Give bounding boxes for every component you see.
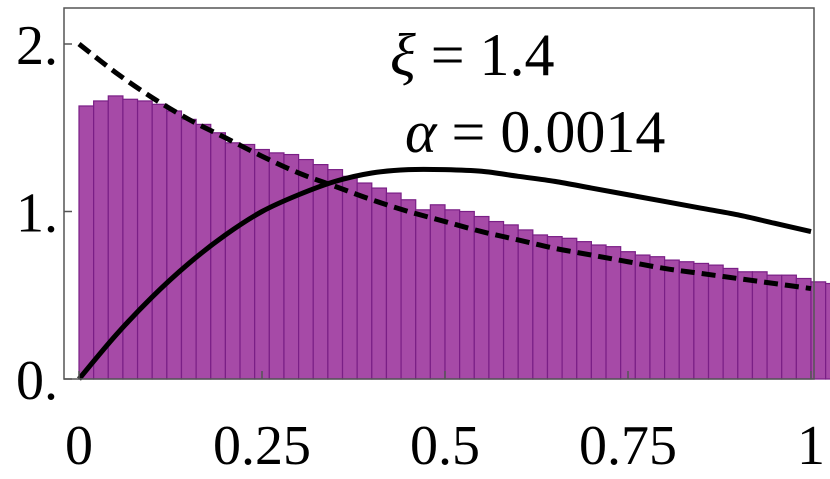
- histogram-bar: [590, 244, 607, 380]
- histogram-bar: [678, 261, 695, 380]
- histogram-bar: [707, 264, 724, 380]
- histogram-bar: [341, 175, 358, 380]
- histogram-bar: [224, 142, 241, 380]
- histogram-bar: [356, 182, 373, 380]
- plot-frame: [63, 7, 815, 380]
- histogram-bar: [532, 234, 549, 380]
- histogram-bar: [180, 118, 197, 380]
- y-tick-label: 1.: [16, 183, 58, 245]
- annotation-alpha: α = 0.0014: [405, 99, 665, 165]
- dashed-curve: [77, 42, 812, 292]
- histogram-bar: [93, 100, 109, 380]
- x-tick-label: 1: [797, 415, 825, 477]
- x-tick-label: 0.25: [213, 415, 311, 477]
- histogram-bar: [810, 281, 827, 380]
- histogram-bar: [268, 152, 285, 380]
- histogram-bar: [795, 277, 812, 380]
- histogram-bar: [825, 282, 830, 380]
- histogram-bar: [722, 267, 739, 380]
- annotation-xi: ξ = 1.4: [390, 22, 555, 88]
- histogram-bar: [737, 271, 754, 380]
- histogram-bar: [459, 210, 475, 380]
- solid-curve: [77, 166, 812, 381]
- x-tick-label: 0: [65, 415, 93, 477]
- histogram-bar: [502, 224, 519, 380]
- histogram-bar: [473, 215, 490, 380]
- histogram-bar: [415, 209, 431, 380]
- histogram-bar: [210, 132, 226, 380]
- histogram-bar: [429, 204, 446, 380]
- histogram-bar: [166, 110, 183, 380]
- histogram-bar: [634, 254, 651, 380]
- histogram-bar: [488, 220, 505, 380]
- y-tick-label: 2.: [16, 15, 58, 77]
- histogram-bar: [663, 259, 680, 380]
- histogram-bar: [766, 274, 783, 380]
- histogram-bar: [546, 236, 563, 380]
- histogram-bar: [254, 148, 270, 380]
- histogram-bar: [151, 103, 168, 380]
- histogram-bar: [781, 274, 797, 380]
- histogram-bar: [605, 246, 622, 380]
- histogram-bar: [239, 143, 256, 380]
- histogram-bar: [576, 241, 593, 380]
- histogram-bar: [620, 251, 636, 380]
- curves: [77, 42, 812, 381]
- histogram-bar: [693, 262, 710, 380]
- histogram-bar: [444, 209, 461, 380]
- x-axis-ticks: 0 0.25 0.5 0.75 1: [65, 371, 825, 477]
- histogram-bar: [649, 256, 666, 380]
- histogram-bar: [561, 237, 578, 380]
- y-tick-label: 0.: [16, 350, 58, 412]
- histogram-bar: [136, 100, 153, 380]
- x-tick-label: 0.75: [579, 415, 677, 477]
- histogram-bar: [283, 153, 300, 380]
- histogram-bar: [312, 164, 329, 380]
- histogram-bar: [78, 105, 95, 380]
- histogram-bar: [327, 169, 344, 380]
- histogram-bar: [385, 192, 402, 380]
- histogram-bar: [371, 187, 388, 380]
- histogram-bar: [122, 98, 139, 380]
- histogram-bar: [400, 199, 417, 380]
- histogram-bar: [517, 229, 534, 380]
- y-axis-ticks: 0. 1. 2.: [16, 15, 72, 412]
- x-tick-label: 0.5: [410, 415, 480, 477]
- histogram-bar: [751, 271, 768, 380]
